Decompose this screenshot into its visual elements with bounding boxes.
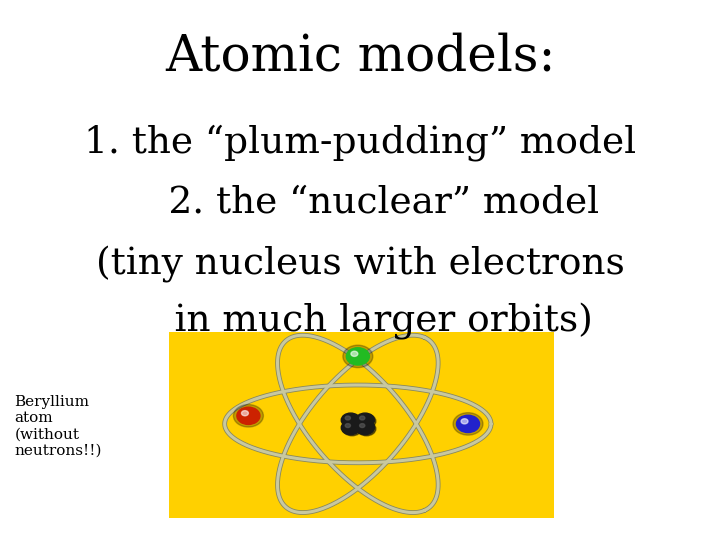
Text: 2. the “nuclear” model: 2. the “nuclear” model [121, 185, 599, 220]
Circle shape [359, 423, 365, 428]
Circle shape [359, 416, 365, 420]
Circle shape [345, 416, 351, 420]
Circle shape [356, 413, 374, 427]
Text: Atomic models:: Atomic models: [165, 32, 555, 82]
Text: Beryllium
atom
(without
neutrons!!): Beryllium atom (without neutrons!!) [14, 395, 102, 458]
Bar [169, 332, 554, 518]
Circle shape [233, 404, 264, 427]
Circle shape [453, 413, 483, 435]
Circle shape [346, 348, 369, 365]
Circle shape [357, 414, 376, 428]
Circle shape [356, 421, 374, 435]
Circle shape [343, 422, 361, 436]
Text: in much larger orbits): in much larger orbits) [127, 303, 593, 340]
Circle shape [341, 413, 360, 427]
Circle shape [345, 423, 351, 428]
Text: (tiny nucleus with electrons: (tiny nucleus with electrons [96, 246, 624, 283]
Circle shape [343, 345, 373, 368]
Text: 1. the “plum-pudding” model: 1. the “plum-pudding” model [84, 125, 636, 161]
Circle shape [343, 414, 361, 428]
Circle shape [237, 407, 260, 424]
Circle shape [357, 422, 376, 436]
Circle shape [341, 421, 360, 435]
Circle shape [351, 351, 358, 356]
Circle shape [456, 415, 480, 433]
Circle shape [461, 418, 468, 424]
Circle shape [241, 410, 248, 416]
